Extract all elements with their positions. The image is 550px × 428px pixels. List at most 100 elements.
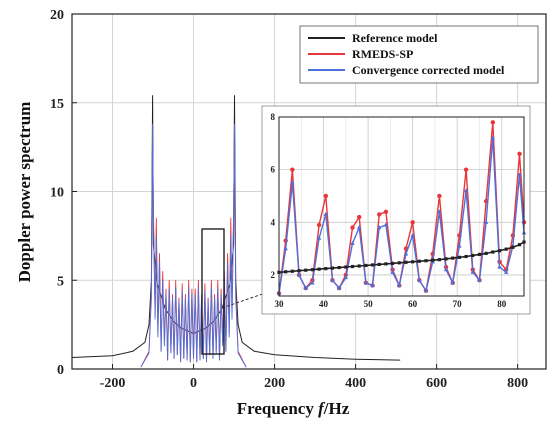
inset-point-reference-model	[377, 262, 381, 267]
y-tick-label: 15	[50, 97, 64, 112]
inset-series-line-convergence-corrected-model	[278, 137, 525, 294]
inset-point-convergence-corrected-model	[497, 264, 502, 269]
inset-point-rmeds-sp	[323, 193, 328, 199]
inset-point-reference-model	[437, 258, 441, 262]
inset-point-reference-model	[330, 266, 335, 270]
inset-point-reference-model	[290, 269, 294, 273]
inset-point-reference-model	[504, 247, 508, 251]
inset-point-convergence-corrected-model	[383, 222, 389, 227]
y-tick-label: 5	[57, 274, 64, 289]
inset-point-convergence-corrected-model	[437, 209, 442, 214]
inset-point-convergence-corrected-model	[350, 240, 355, 245]
inset-point-reference-model	[284, 270, 288, 274]
inset-point-convergence-corrected-model	[423, 288, 429, 293]
inset-point-convergence-corrected-model	[477, 277, 482, 282]
inset-point-reference-model	[337, 265, 341, 270]
main-tick-labels: -200 0 200 400 600 800 0 5 10 15 20	[50, 8, 528, 391]
inset-x-tick-label: 40	[319, 299, 329, 309]
x-tick-label: 800	[507, 376, 528, 391]
series-line-convergence-corrected-model	[140, 123, 247, 368]
inset-point-rmeds-sp	[490, 120, 496, 125]
inset-series-lines	[276, 120, 527, 296]
inset-point-reference-model	[390, 261, 395, 265]
main-series-lines	[71, 95, 401, 368]
inset-point-rmeds-sp	[410, 220, 415, 225]
inset-point-convergence-corrected-model	[330, 277, 335, 282]
inset-y-tick-label: 2	[271, 270, 276, 280]
legend-label: Reference model	[352, 31, 438, 45]
inset-point-convergence-corrected-model	[443, 267, 449, 272]
inset-point-convergence-corrected-model	[463, 188, 469, 193]
inset-y-tick-label: 4	[271, 217, 276, 227]
inset-point-reference-model	[370, 263, 375, 267]
inset-point-reference-model	[297, 269, 301, 273]
inset-x-tick-label: 70	[453, 299, 463, 309]
inset-point-rmeds-sp	[463, 167, 469, 172]
x-tick-label: 400	[345, 376, 366, 391]
inset-y-tick-label: 8	[271, 112, 276, 122]
inset-point-rmeds-sp	[437, 193, 442, 199]
inset-point-convergence-corrected-model	[370, 282, 375, 288]
inset-point-convergence-corrected-model	[283, 246, 288, 251]
inset-point-reference-model	[431, 258, 435, 262]
inset-point-reference-model	[317, 267, 321, 271]
inset-point-convergence-corrected-model	[517, 172, 522, 177]
inset-point-reference-model	[404, 260, 408, 264]
inset-point-convergence-corrected-model	[343, 275, 349, 280]
inset-x-tick-label: 80	[497, 299, 507, 309]
inset-point-convergence-corrected-model	[403, 251, 409, 256]
inset-point-convergence-corrected-model	[316, 235, 322, 240]
inset-point-reference-model	[451, 256, 455, 260]
inset-point-rmeds-sp	[316, 222, 322, 228]
y-tick-label: 20	[50, 8, 64, 23]
inset-x-tick-label: 30	[275, 299, 285, 309]
inset-point-reference-model	[471, 253, 475, 258]
inset-point-convergence-corrected-model	[470, 269, 475, 274]
legend-label: RMEDS-SP	[352, 47, 413, 61]
inset-point-reference-model	[310, 268, 315, 272]
inset-point-reference-model	[384, 262, 388, 266]
inset-point-reference-model	[477, 252, 482, 257]
inset-point-reference-model	[497, 249, 502, 253]
inset-x-tick-label: 60	[408, 299, 418, 309]
x-axis-label-name: Frequency	[237, 399, 318, 418]
inset-point-convergence-corrected-model	[323, 211, 328, 216]
x-axis-label-variable: f	[318, 399, 326, 418]
inset-point-reference-model	[457, 255, 462, 259]
inset-background	[261, 105, 531, 315]
inset-point-convergence-corrected-model	[356, 225, 362, 230]
inset-point-convergence-corrected-model	[490, 135, 496, 140]
inset-point-convergence-corrected-model	[296, 272, 302, 277]
inset-point-reference-model	[324, 267, 328, 271]
inset-point-reference-model	[304, 268, 308, 272]
x-axis-label: Frequency f/Hz	[237, 399, 350, 418]
inset-point-convergence-corrected-model	[303, 285, 308, 290]
inset-point-reference-model	[444, 257, 448, 261]
legend-label: Convergence corrected model	[352, 63, 505, 77]
inset-point-reference-model	[464, 254, 468, 259]
inset-point-convergence-corrected-model	[290, 180, 295, 185]
inset-point-convergence-corrected-model	[336, 285, 342, 290]
inset-point-convergence-corrected-model	[483, 219, 489, 224]
inset-point-convergence-corrected-model	[457, 243, 462, 248]
zoom-selection-box	[201, 228, 225, 355]
legend: Reference model RMEDS-SP Convergence corre…	[299, 25, 539, 84]
inset-point-convergence-corrected-model	[390, 269, 395, 274]
inset-plot-frame	[278, 116, 525, 297]
inset-point-reference-model	[364, 263, 368, 268]
inset-point-rmeds-sp	[517, 151, 522, 157]
inset-point-reference-model	[424, 259, 428, 263]
inset-point-convergence-corrected-model	[417, 277, 422, 282]
inset-point-reference-model	[484, 251, 488, 255]
x-tick-label: -200	[100, 376, 126, 391]
inset-point-reference-model	[517, 243, 522, 247]
inset-point-reference-model	[417, 259, 421, 263]
inset-point-convergence-corrected-model	[410, 232, 415, 238]
y-tick-label: 10	[50, 186, 64, 201]
y-axis-label: Doppler power spectrum	[15, 102, 34, 283]
inset-point-rmeds-sp	[350, 225, 355, 230]
x-tick-label: 0	[190, 376, 197, 391]
inset-point-reference-model	[411, 260, 415, 264]
inset-point-reference-model	[344, 265, 348, 269]
